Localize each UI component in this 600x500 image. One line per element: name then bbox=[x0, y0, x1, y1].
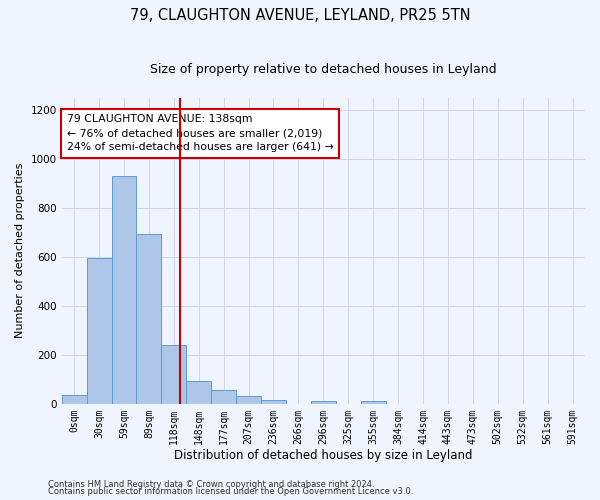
Bar bbox=[186, 380, 211, 404]
Text: Contains public sector information licensed under the Open Government Licence v3: Contains public sector information licen… bbox=[48, 487, 413, 496]
Bar bbox=[86, 258, 112, 404]
Title: Size of property relative to detached houses in Leyland: Size of property relative to detached ho… bbox=[150, 62, 497, 76]
Bar bbox=[136, 234, 161, 404]
Text: 79, CLAUGHTON AVENUE, LEYLAND, PR25 5TN: 79, CLAUGHTON AVENUE, LEYLAND, PR25 5TN bbox=[130, 8, 470, 22]
Bar bbox=[361, 402, 386, 404]
Text: Contains HM Land Registry data © Crown copyright and database right 2024.: Contains HM Land Registry data © Crown c… bbox=[48, 480, 374, 489]
Bar bbox=[62, 396, 86, 404]
Bar bbox=[236, 396, 261, 404]
Bar bbox=[311, 402, 336, 404]
Bar bbox=[261, 400, 286, 404]
Y-axis label: Number of detached properties: Number of detached properties bbox=[15, 163, 25, 338]
Text: 79 CLAUGHTON AVENUE: 138sqm
← 76% of detached houses are smaller (2,019)
24% of : 79 CLAUGHTON AVENUE: 138sqm ← 76% of det… bbox=[67, 114, 334, 152]
Bar bbox=[161, 345, 186, 404]
Bar bbox=[211, 390, 236, 404]
Bar bbox=[112, 176, 136, 404]
X-axis label: Distribution of detached houses by size in Leyland: Distribution of detached houses by size … bbox=[174, 450, 473, 462]
